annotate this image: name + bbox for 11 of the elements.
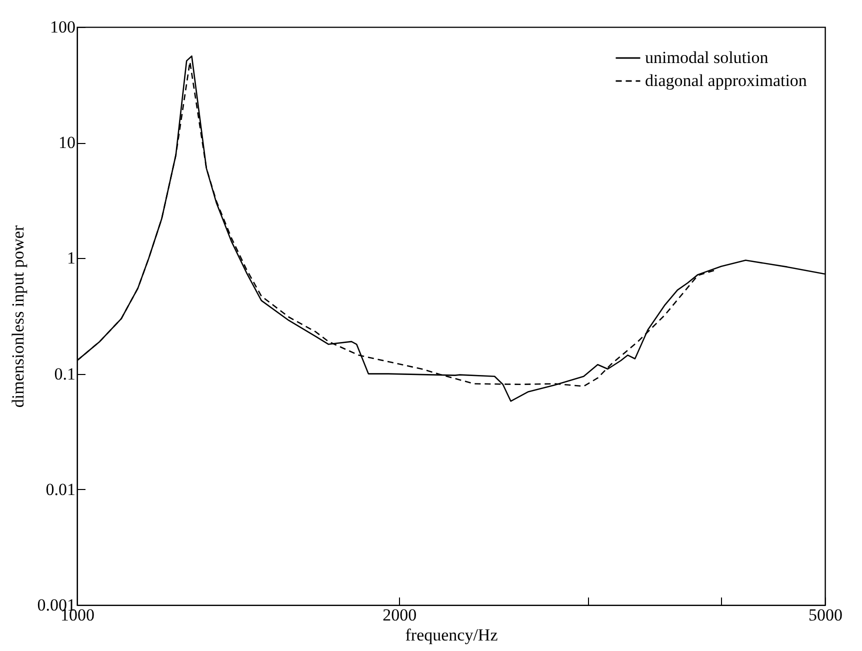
y-tick-label: 0.1 bbox=[54, 364, 76, 384]
legend-label: unimodal solution bbox=[645, 48, 769, 67]
x-tick-label: 2000 bbox=[382, 606, 417, 624]
y-tick-label: 100 bbox=[50, 18, 76, 36]
y-tick-label: 0.01 bbox=[46, 480, 76, 499]
legend-label: diagonal approximation bbox=[645, 71, 808, 90]
x-axis-title: frequency/Hz bbox=[405, 626, 498, 644]
x-tick-label: 5000 bbox=[808, 606, 842, 624]
y-tick-label: 1 bbox=[67, 248, 76, 268]
y-axis-title: dimensionless input power bbox=[8, 225, 28, 408]
y-tick-label: 10 bbox=[58, 133, 76, 152]
